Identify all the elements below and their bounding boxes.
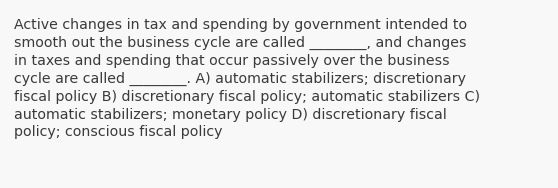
Text: Active changes in tax and spending by government intended to
smooth out the busi: Active changes in tax and spending by go… — [14, 18, 480, 139]
